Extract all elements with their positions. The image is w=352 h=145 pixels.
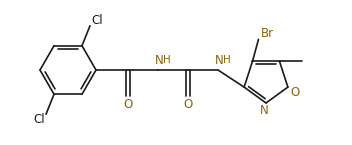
Text: O: O — [290, 86, 300, 99]
Text: Br: Br — [261, 27, 274, 40]
Text: H: H — [223, 55, 231, 65]
Text: N: N — [215, 54, 224, 67]
Text: N: N — [260, 105, 268, 117]
Text: H: H — [163, 55, 171, 65]
Text: Cl: Cl — [91, 14, 103, 27]
Text: O: O — [123, 97, 133, 110]
Text: O: O — [183, 97, 193, 110]
Text: Cl: Cl — [33, 113, 45, 126]
Text: N: N — [155, 54, 163, 67]
